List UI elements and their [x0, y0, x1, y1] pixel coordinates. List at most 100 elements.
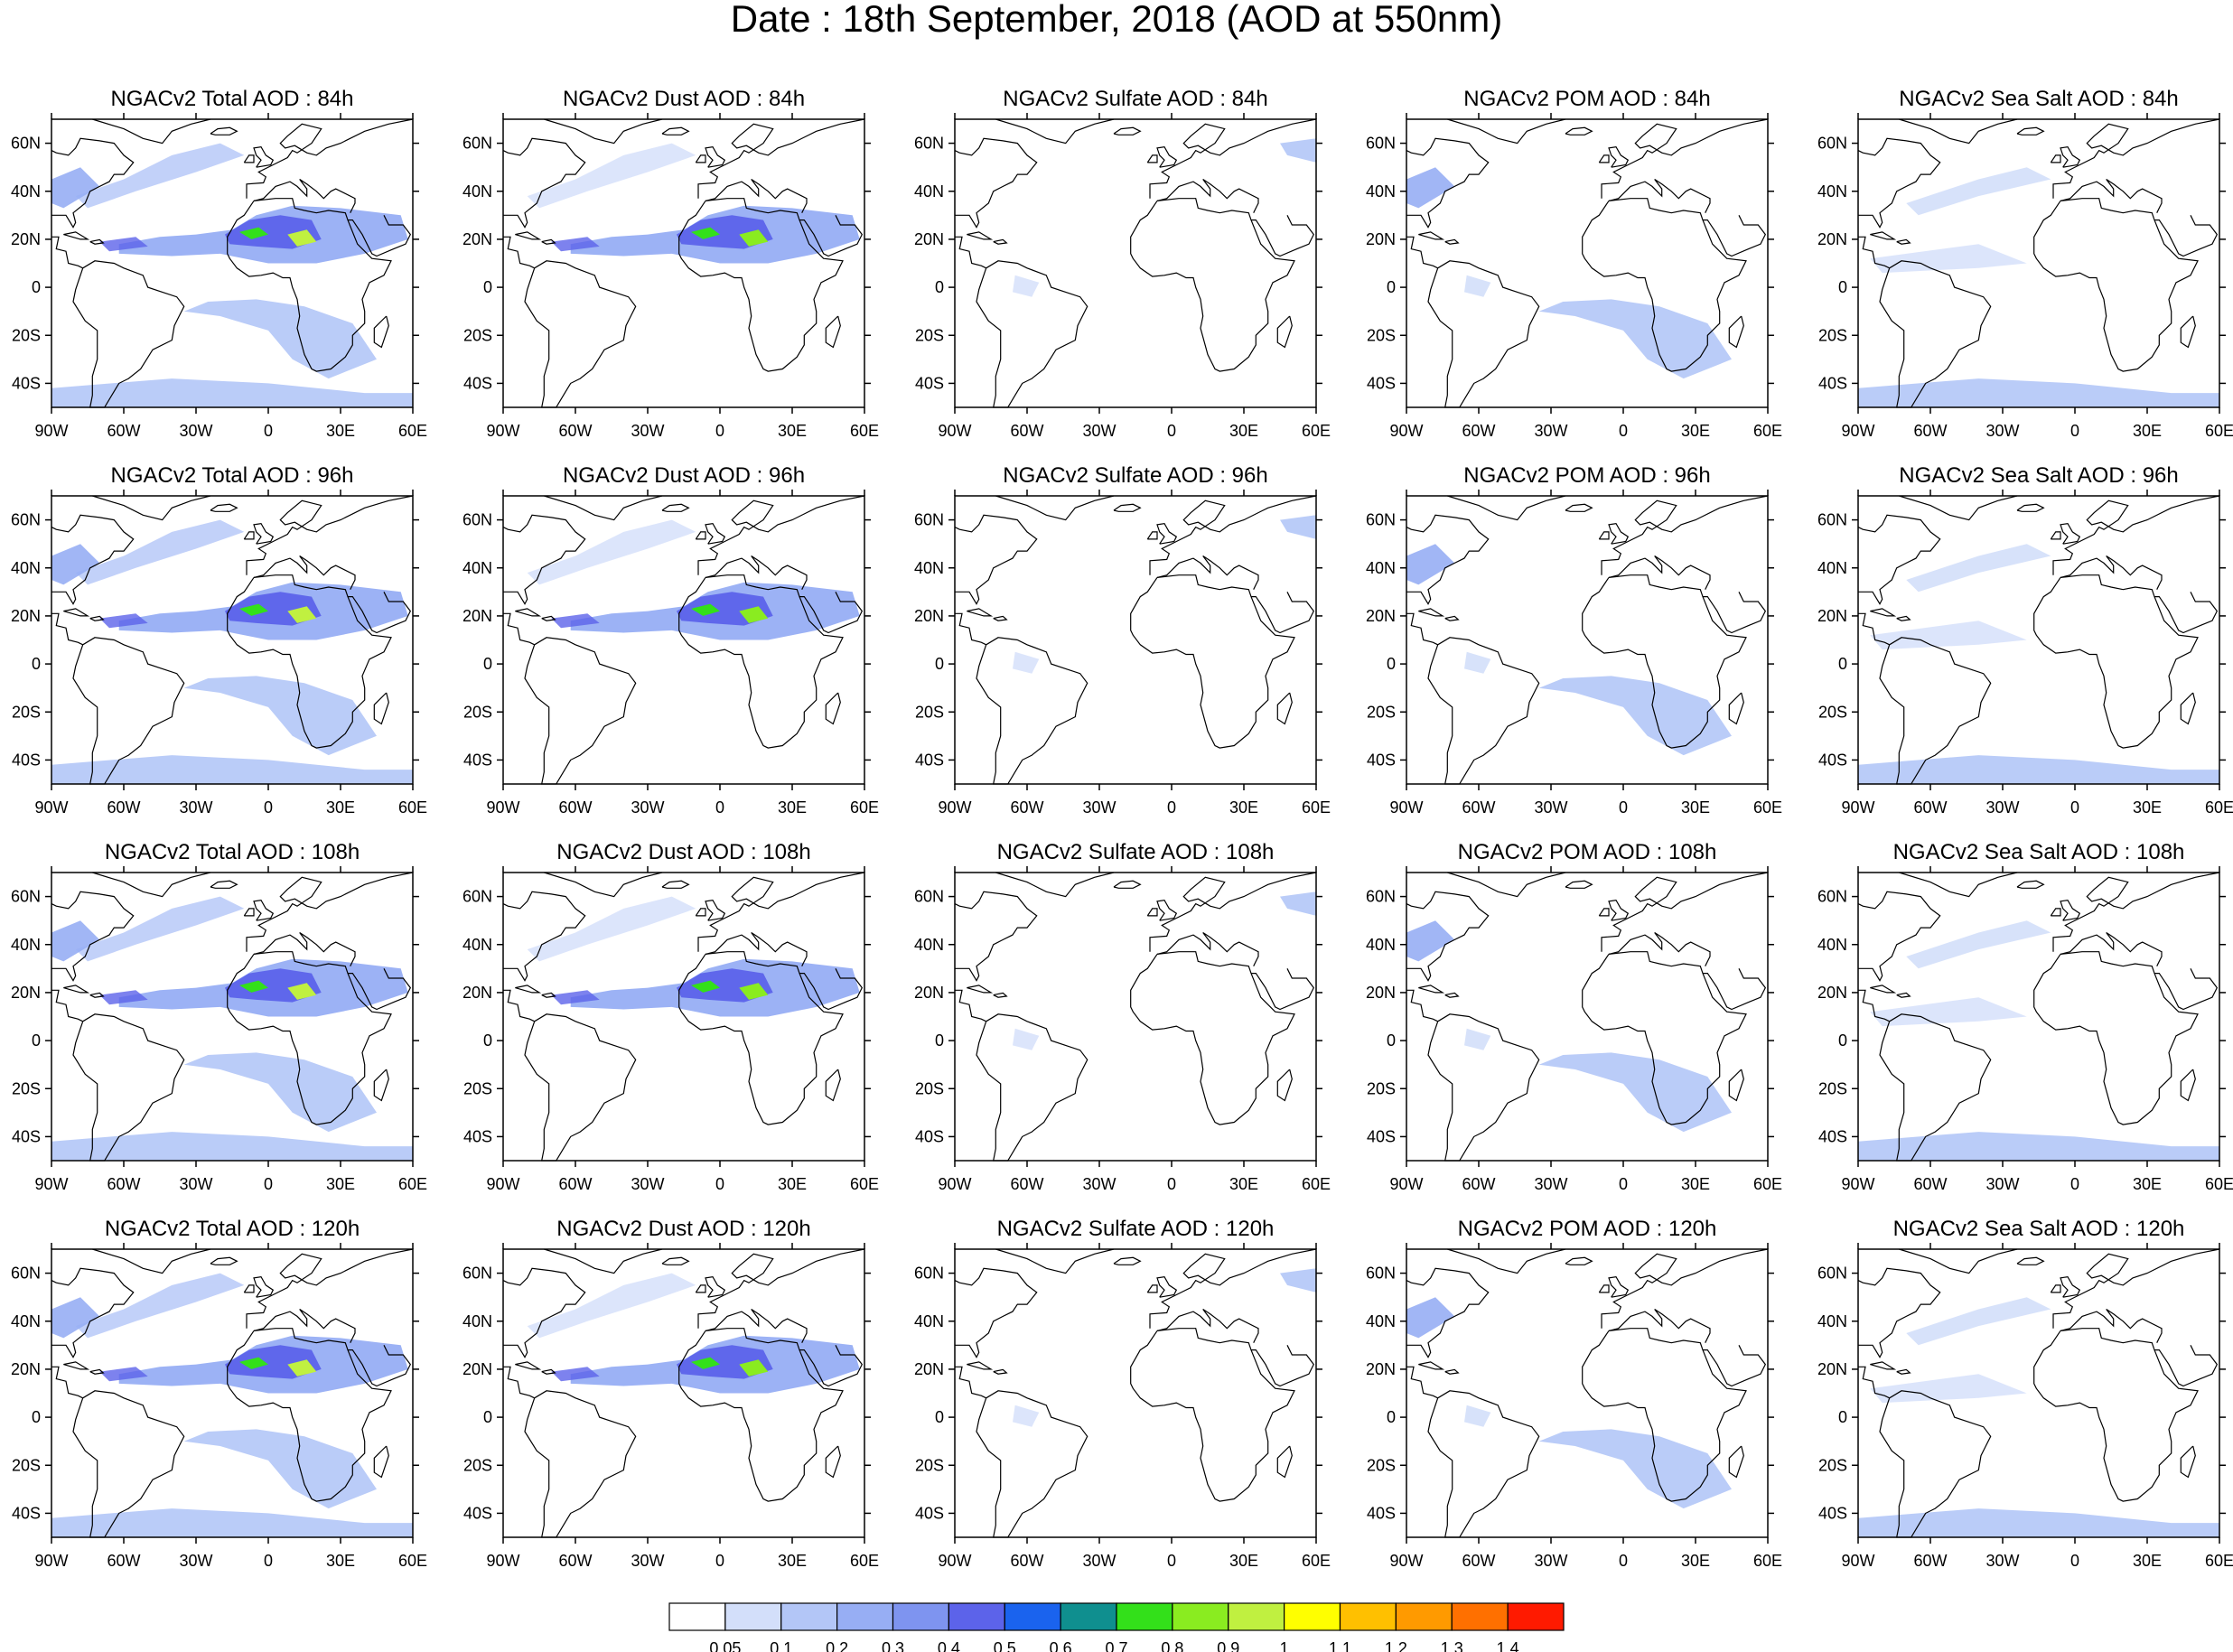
panel-title: NGACv2 Dust AOD : 120h — [556, 1217, 811, 1241]
coastlines — [1857, 495, 2220, 785]
lat-tick-label: 0 — [483, 1408, 492, 1426]
lat-tick-label: 20N — [11, 607, 41, 625]
coastline-arabia — [348, 968, 412, 1011]
coastline-africa — [227, 198, 392, 372]
coastline-south-america — [1427, 637, 1540, 785]
coastline-hispaniola — [541, 615, 556, 621]
lon-tick-label: 30E — [1681, 798, 1710, 817]
aod-contour — [1013, 1405, 1040, 1427]
lon-tick-label: 0 — [2070, 798, 2079, 817]
aod-contour — [691, 603, 720, 616]
coastline-cuba — [63, 1361, 90, 1370]
lon-tick-label: 90W — [938, 1552, 971, 1570]
coastline-cuba — [1870, 608, 1897, 617]
lon-tick-label: 60W — [107, 1175, 140, 1193]
coastline-north-america — [954, 1267, 1038, 1358]
aod-contour — [739, 1359, 769, 1377]
aod-contour — [287, 1359, 317, 1377]
coastline-central-america — [1406, 1366, 1438, 1399]
coastline-madagascar — [2180, 1445, 2196, 1479]
coastline-iceland — [210, 503, 238, 512]
coastline-south-america — [976, 260, 1088, 408]
aod-contour — [691, 1357, 720, 1369]
lat-tick-label: 20S — [463, 703, 492, 721]
coastline-uk — [1608, 1275, 1630, 1298]
aod-contour — [1280, 138, 1316, 163]
aod-contour — [183, 299, 377, 379]
lat-tick-label: 20N — [1366, 230, 1396, 248]
coastline-ireland — [1598, 531, 1610, 540]
lat-tick-label: 0 — [1387, 278, 1396, 296]
lon-tick-label: 30E — [326, 1552, 355, 1570]
lon-tick-label: 60E — [1302, 798, 1331, 817]
lat-tick-label: 0 — [935, 1408, 944, 1426]
coastline-cuba — [1418, 608, 1445, 617]
lat-tick-label: 40N — [914, 182, 944, 201]
lon-tick-label: 30E — [778, 1175, 807, 1193]
coastline-south-america — [1427, 1390, 1540, 1538]
colorbar-label: 1.4 — [1497, 1639, 1519, 1652]
panel-title: NGACv2 Total AOD : 120h — [104, 1217, 360, 1241]
aod-contour — [551, 990, 600, 1005]
coastline-mediterranean-north — [2060, 178, 2163, 213]
map-frame — [1857, 118, 2220, 408]
map-frame — [502, 495, 865, 785]
lon-tick-label: 30W — [1534, 798, 1567, 817]
lon-tick-label: 60E — [1302, 1552, 1331, 1570]
coastline-north-america — [1406, 1267, 1490, 1358]
lon-tick-label: 30E — [1681, 422, 1710, 440]
coastline-mediterranean-north — [1156, 931, 1259, 966]
aod-contour — [551, 613, 600, 629]
lon-tick-label: 90W — [938, 798, 971, 817]
coastline-arabia — [348, 592, 412, 634]
lon-tick-label: 90W — [486, 422, 519, 440]
lon-tick-label: 90W — [1389, 422, 1423, 440]
lon-tick-label: 90W — [1389, 1175, 1423, 1193]
aod-contour — [691, 980, 720, 993]
aerosol-field — [527, 896, 860, 1017]
lat-tick-label: 0 — [1838, 655, 1847, 673]
lon-tick-label: 60W — [1913, 1175, 1947, 1193]
aod-contour — [1870, 244, 2027, 274]
coastlines — [1406, 872, 1769, 1162]
lat-tick-label: 40S — [12, 1504, 41, 1522]
coastline-mediterranean-north — [1608, 931, 1711, 966]
panel-title: NGACv2 POM AOD : 84h — [1463, 87, 1711, 111]
lat-tick-label: 20N — [914, 607, 944, 625]
map-frame — [502, 118, 865, 408]
lon-tick-label: 90W — [34, 422, 68, 440]
aerosol-field — [1406, 167, 1732, 379]
coastlines — [954, 872, 1317, 1162]
coastline-uk — [705, 1275, 726, 1298]
panel-title: NGACv2 Dust AOD : 108h — [556, 840, 811, 864]
coastline-mediterranean-north — [253, 931, 356, 966]
map-panel: 90W 60W 30W 0 30E 60E 60N 40N 20N 0 20S 40S — [1366, 490, 1782, 817]
lon-tick-label: 60E — [398, 1552, 427, 1570]
coastline-africa — [1582, 951, 1747, 1125]
lon-tick-label: 30E — [1229, 1552, 1258, 1570]
coastline-africa — [678, 951, 844, 1125]
map-panel: 90W 60W 30W 0 30E 60E 60N 40N 20N 0 20S 40S — [1366, 1243, 1782, 1570]
coastline-central-america — [503, 989, 535, 1022]
panel-title: NGACv2 Sulfate AOD : 120h — [996, 1217, 1275, 1241]
lon-tick-label: 60E — [2205, 422, 2233, 440]
lat-tick-label: 0 — [1838, 1031, 1847, 1050]
coastline-europe — [697, 495, 865, 575]
lat-tick-label: 40S — [1818, 1127, 1847, 1145]
aod-contour — [1013, 275, 1040, 297]
lon-tick-label: 30E — [326, 422, 355, 440]
coastline-mediterranean-north — [2060, 1308, 2163, 1343]
lat-tick-label: 20S — [915, 703, 944, 721]
map-frame — [51, 1248, 414, 1538]
lat-tick-label: 0 — [935, 655, 944, 673]
map-panel: 90W 60W 30W 0 30E 60E 60N 40N 20N 0 20S 40S — [1366, 866, 1782, 1193]
coastline-africa — [2033, 1328, 2199, 1502]
aod-contour — [691, 227, 720, 239]
colorbar-swatch — [1395, 1602, 1453, 1631]
aod-contour — [1406, 920, 1455, 962]
aod-contour — [287, 229, 317, 247]
aod-contour — [739, 229, 769, 247]
map-frame — [1406, 1248, 1769, 1538]
aod-contour — [1906, 1297, 2051, 1346]
lon-tick-label: 0 — [1619, 1175, 1628, 1193]
